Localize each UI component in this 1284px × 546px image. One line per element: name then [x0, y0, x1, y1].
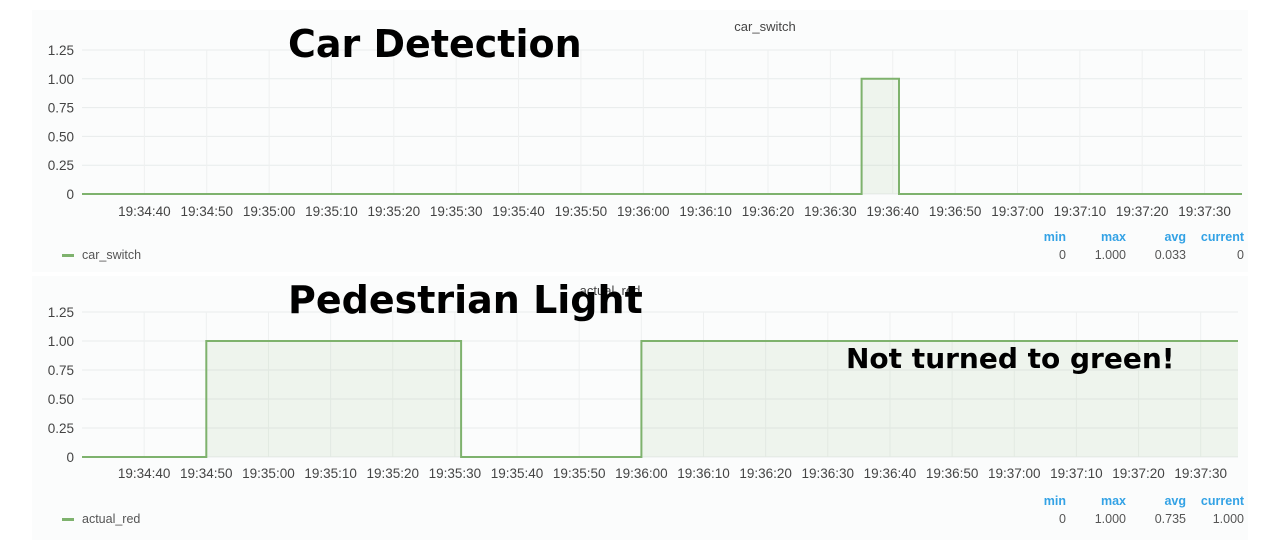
x-tick-label: 19:37:20 [1112, 466, 1165, 481]
legend-stats-values: 0 1.000 0.033 0 [1018, 248, 1248, 262]
y-tick-label: 1.25 [48, 305, 74, 320]
legend-item-actual-red[interactable]: actual_red [62, 512, 140, 526]
x-tick-label: 19:36:30 [804, 204, 857, 219]
y-tick-label: 0.50 [48, 129, 74, 144]
x-tick-label: 19:35:20 [366, 466, 419, 481]
x-tick-label: 19:34:50 [180, 466, 233, 481]
car-switch-legend: min max avg current car_switch 0 1.000 0… [32, 226, 1248, 266]
actual-red-legend: min max avg current actual_red 0 1.000 0… [32, 490, 1248, 530]
y-tick-label: 0.75 [48, 101, 74, 116]
y-tick-label: 0.25 [48, 421, 74, 436]
x-tick-label: 19:34:40 [118, 204, 171, 219]
x-tick-label: 19:35:40 [491, 466, 544, 481]
car-switch-panel-title: car_switch [734, 19, 796, 34]
stat-value-current: 1.000 [1212, 512, 1244, 526]
actual-red-panel: 0 0.25 0.50 0.75 1.00 1.25 19:34:40 19:34:50 19:… [32, 276, 1248, 540]
stat-value-avg: 0.033 [1154, 248, 1186, 262]
y-tick-label: 0.50 [48, 392, 74, 407]
x-tick-label: 19:35:40 [492, 204, 545, 219]
x-tick-label: 19:35:10 [304, 466, 357, 481]
x-tick-label: 19:36:00 [615, 466, 668, 481]
stat-value-min: 0 [1059, 512, 1066, 526]
stat-header-current[interactable]: current [1200, 230, 1244, 244]
x-tick-label: 19:34:50 [180, 204, 233, 219]
series-line [82, 340, 1238, 458]
x-tick-label: 19:36:20 [739, 466, 792, 481]
x-tick-label: 19:36:00 [617, 204, 670, 219]
car-switch-chart: 0 0.25 0.50 0.75 1.00 1.25 19:34:40 19:34:50 19:… [48, 43, 1242, 219]
actual-red-panel-title: actual_red [579, 283, 641, 298]
x-tick-label: 19:36:20 [742, 204, 795, 219]
stat-header-min[interactable]: min [1043, 494, 1066, 508]
legend-item-car-switch[interactable]: car_switch [62, 248, 141, 262]
x-tick-label: 19:35:50 [553, 466, 606, 481]
x-tick-label: 19:37:30 [1178, 204, 1231, 219]
legend-stats-header: min max avg current [1018, 494, 1248, 508]
not-green-note: Not turned to green! [846, 342, 1175, 375]
y-tick-label: 1.00 [48, 334, 74, 349]
legend-series-label: actual_red [82, 512, 141, 526]
y-tick-label: 0 [66, 187, 74, 202]
y-tick-label: 0.25 [48, 158, 74, 173]
stat-value-max: 1.000 [1094, 512, 1126, 526]
x-tick-label: 19:37:00 [988, 466, 1041, 481]
pedestrian-light-label: Pedestrian Light [288, 278, 643, 322]
stat-value-min: 0 [1059, 248, 1066, 262]
car-detection-label: Car Detection [288, 22, 582, 66]
y-tick-label: 1.25 [48, 43, 74, 58]
x-tick-label: 19:37:10 [1054, 204, 1107, 219]
x-tick-label: 19:37:10 [1050, 466, 1103, 481]
x-tick-label: 19:36:50 [926, 466, 979, 481]
series-swatch [62, 517, 74, 521]
stat-header-max[interactable]: max [1100, 230, 1126, 244]
legend-stats-header: min max avg current [1018, 230, 1248, 244]
y-tick-label: 0 [66, 450, 74, 465]
legend-stats-values: 0 1.000 0.735 1.000 [1018, 512, 1248, 526]
x-tick-label: 19:35:00 [243, 204, 296, 219]
stat-value-avg: 0.735 [1154, 512, 1186, 526]
x-tick-label: 19:35:30 [430, 204, 483, 219]
x-tick-label: 19:34:40 [118, 466, 171, 481]
legend-series-label: car_switch [82, 248, 142, 262]
series-line [82, 77, 1242, 195]
x-tick-label: 19:37:00 [991, 204, 1044, 219]
x-tick-label: 19:35:00 [242, 466, 295, 481]
x-tick-label: 19:37:30 [1174, 466, 1227, 481]
stat-header-max[interactable]: max [1100, 494, 1126, 508]
stat-value-max: 1.000 [1094, 248, 1126, 262]
x-tick-label: 19:36:40 [866, 204, 919, 219]
x-tick-label: 19:37:20 [1116, 204, 1169, 219]
stat-value-current: 0 [1237, 248, 1244, 262]
x-tick-label: 19:35:30 [429, 466, 482, 481]
stat-header-min[interactable]: min [1043, 230, 1066, 244]
stat-header-avg[interactable]: avg [1164, 494, 1186, 508]
x-tick-label: 19:35:10 [305, 204, 358, 219]
x-tick-label: 19:35:20 [368, 204, 421, 219]
x-tick-label: 19:36:30 [802, 466, 855, 481]
car-switch-panel: 0 0.25 0.50 0.75 1.00 1.25 19:34:40 19:34:50 19:… [32, 10, 1248, 272]
series-swatch [62, 253, 74, 257]
actual-red-chart: 0 0.25 0.50 0.75 1.00 1.25 19:34:40 19:34:50 19:… [48, 305, 1238, 481]
x-tick-label: 19:36:40 [864, 466, 917, 481]
x-tick-label: 19:36:10 [677, 466, 730, 481]
stat-header-avg[interactable]: avg [1164, 230, 1186, 244]
y-tick-label: 1.00 [48, 72, 74, 87]
series-area-fill [82, 341, 1238, 457]
stat-header-current[interactable]: current [1200, 494, 1244, 508]
y-tick-label: 0.75 [48, 363, 74, 378]
x-tick-label: 19:36:10 [679, 204, 732, 219]
x-tick-label: 19:36:50 [929, 204, 982, 219]
x-tick-label: 19:35:50 [555, 204, 608, 219]
